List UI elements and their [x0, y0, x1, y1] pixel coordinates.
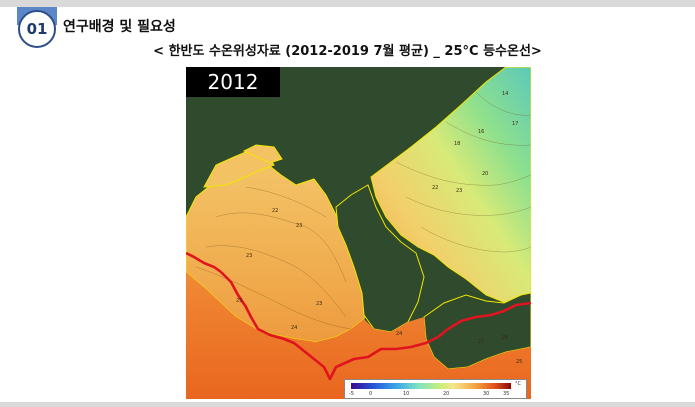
- contour-label: 24: [396, 331, 402, 337]
- section-number: 01: [18, 10, 56, 48]
- colorbar-legend: -5 0 10 20 30 35 °C: [344, 379, 527, 399]
- isotherm-25c-west: [186, 251, 222, 274]
- contour-label-group: 14 16 17 18 20 22 22 23 23 23 23 24 24 2…: [236, 91, 522, 365]
- top-bar: [0, 0, 695, 7]
- colorbar-unit: °C: [515, 381, 521, 387]
- contour-label: 17: [512, 121, 518, 127]
- contour-label: 25: [236, 298, 242, 304]
- map-title: < 한반도 수온위성자료 (2012-2019 7월 평균) _ 25°C 등수…: [153, 44, 542, 59]
- contour-label: 27: [478, 339, 484, 345]
- year-label: 2012: [186, 67, 280, 97]
- isotherm-25c: [220, 271, 531, 381]
- contour-label: 25: [516, 359, 522, 365]
- colorbar-tick: 20: [443, 391, 450, 397]
- contour-lines: [195, 91, 531, 330]
- contour-label: 23: [246, 253, 252, 259]
- contour-label: 20: [482, 171, 488, 177]
- section-title: 연구배경 및 필요성: [63, 19, 176, 35]
- contour-label: 23: [456, 188, 462, 194]
- sst-map: 14 16 17 18 20 22 22 23 23 23 23 24 24 2…: [186, 67, 531, 399]
- contour-label: 22: [432, 185, 438, 191]
- contour-label: 23: [316, 301, 322, 307]
- contour-label: 26: [502, 335, 508, 341]
- sst-map-graphic: 14 16 17 18 20 22 22 23 23 23 23 24 24 2…: [186, 67, 531, 399]
- colorbar-tick: 10: [403, 391, 410, 397]
- section-badge: 01: [17, 7, 57, 49]
- contour-label: 22: [272, 208, 278, 214]
- bohai-bay: [242, 144, 283, 164]
- colorbar-gradient: [351, 383, 511, 389]
- contour-label: 18: [454, 141, 460, 147]
- korean-peninsula: [335, 184, 425, 333]
- south-warm-sea: [186, 272, 531, 399]
- colorbar-tick: 30: [483, 391, 490, 397]
- contour-label: 23: [296, 223, 302, 229]
- contour-label: 24: [291, 325, 297, 331]
- contour-label: 14: [502, 91, 508, 97]
- colorbar-tick: 35: [503, 391, 510, 397]
- colorbar-tick: -5: [349, 391, 354, 397]
- colorbar-tick: 0: [369, 391, 373, 397]
- contour-label: 16: [478, 129, 484, 135]
- bottom-bar: [0, 402, 695, 407]
